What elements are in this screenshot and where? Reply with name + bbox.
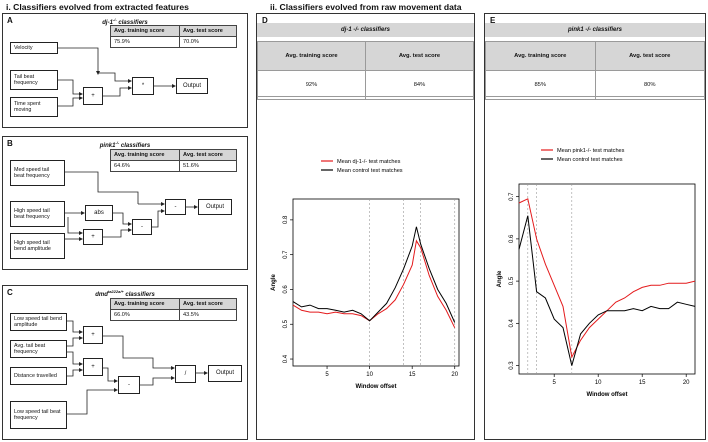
panel-c-title: dmdta222a/+ classifiers	[95, 289, 155, 298]
op-add: +	[83, 87, 103, 105]
x-tick-label: 15	[409, 372, 416, 378]
x-tick-label: 5	[325, 372, 329, 378]
op-abs: abs	[85, 205, 113, 221]
panel-e: E pink1 -/- classifiers Avg. training sc…	[484, 13, 706, 440]
test-score-value: 80%	[594, 70, 705, 100]
x-tick-label: 20	[683, 380, 690, 386]
training-score-header: Avg. training score	[257, 41, 366, 71]
input-high-speed-tail-beat-frequency: High speed tail beat frequency	[10, 201, 65, 227]
plot-frame	[292, 198, 460, 367]
output-box: Output	[208, 365, 242, 382]
y-tick-label: 0.4	[509, 319, 515, 328]
op-add: +	[83, 229, 103, 245]
test-score-value: 51.6%	[179, 160, 237, 172]
panel-d-score-table: Avg. training score Avg. test score 92% 84…	[257, 41, 474, 100]
y-tick-label: 0.6	[509, 234, 515, 243]
input-low-speed-tail-beat-frequency: Low speed tail beat frequency	[10, 401, 67, 429]
input-low-speed-tail-bend-amplitude: Low speed tail bend amplitude	[10, 313, 67, 331]
output-box: Output	[176, 78, 208, 94]
test-score-header: Avg. test score	[594, 41, 705, 71]
op-subtract-outer: -	[165, 199, 186, 215]
x-tick-label: 15	[639, 380, 646, 386]
x-axis-label: Window offset	[587, 392, 628, 398]
panel-e-line-chart: 5 10 15 20 0.3 0.4 0.5 0.6 0.7 Window offset Angle…	[497, 148, 696, 398]
training-score-value: 92%	[257, 70, 366, 100]
panel-b-label: B	[7, 139, 13, 148]
op-subtract: -	[118, 376, 140, 394]
training-score-value: 85%	[485, 70, 596, 100]
series-line-mutant	[518, 198, 696, 359]
y-tick-label: 0.6	[283, 285, 289, 294]
y-tick-label: 0.7	[283, 250, 289, 259]
input-med-speed-tail-beat-frequency: Med speed tail beat frequency	[10, 160, 65, 186]
x-axis-label: Window offset	[356, 384, 397, 390]
panel-a-label: A	[7, 16, 13, 25]
training-score-value: 75.9%	[110, 36, 180, 48]
op-multiply: *	[132, 77, 154, 95]
panel-c: C dmdta222a/+ classifiers Avg. training …	[2, 285, 248, 440]
y-tick-label: 0.3	[509, 361, 515, 370]
test-score-value: 43.5%	[179, 309, 237, 321]
panel-d: D dj-1 -/- classifiers Avg. training sco…	[256, 13, 475, 440]
panel-c-label: C	[7, 288, 13, 297]
x-tick-label: 20	[451, 372, 458, 378]
input-time-spent-moving: Time spent moving	[10, 97, 58, 117]
panel-b-wires	[65, 171, 198, 241]
test-score-value: 84%	[365, 70, 474, 100]
panel-a-score-table: Avg. training score Avg. test score 75.9%…	[110, 25, 237, 48]
y-tick-label: 0.5	[509, 276, 515, 285]
test-score-header: Avg. test score	[179, 298, 237, 310]
panel-c-score-table: Avg. training score Avg. test score 66.0%…	[110, 298, 237, 321]
y-tick-label: 0.5	[283, 319, 289, 328]
panel-b: B pink1-/- classifiers Avg. training sco…	[2, 136, 248, 270]
panel-a-wires	[58, 47, 176, 107]
legend-label: Mean control test matches	[557, 157, 623, 163]
x-tick-label: 10	[366, 372, 373, 378]
x-tick-label: 10	[595, 380, 602, 386]
panel-a: A dj-1-/- classifiers Avg. training scor…	[2, 13, 248, 128]
y-axis-label: Angle	[497, 270, 503, 287]
plot-frame	[518, 183, 696, 375]
input-avg-tail-beat-frequency: Avg. tail beat frequency	[10, 340, 67, 358]
panel-d-title: dj-1 -/- classifiers	[257, 23, 474, 37]
test-score-header: Avg. test score	[365, 41, 474, 71]
op-divide: /	[175, 365, 196, 383]
section-i-title: i. Classifiers evolved from extracted fe…	[6, 2, 189, 12]
series-line-mutant	[292, 239, 456, 328]
test-score-value: 70.0%	[179, 36, 237, 48]
op-add-second: +	[83, 358, 103, 376]
y-tick-label: 0.7	[509, 192, 515, 201]
panel-c-wires	[67, 320, 208, 415]
output-box: Output	[198, 199, 232, 215]
y-axis-label: Angle	[271, 274, 277, 291]
panel-d-line-chart: 5 10 15 20 0.4 0.5 0.6 0.7 0.8 Window offset Angle…	[271, 159, 460, 390]
y-tick-label: 0.4	[283, 354, 289, 363]
panel-a-title: dj-1-/- classifiers	[102, 17, 148, 26]
legend-label: Mean pink1-/- test matches	[557, 148, 625, 154]
training-score-header: Avg. training score	[485, 41, 596, 71]
series-line-control	[292, 226, 456, 323]
section-ii-title: ii. Classifiers evolved from raw movemen…	[270, 2, 462, 12]
input-tail-beat-frequency: Tail beat frequency	[10, 70, 58, 90]
panel-b-score-table: Avg. training score Avg. test score 64.6%…	[110, 149, 237, 172]
panel-e-score-table: Avg. training score Avg. test score 85% 80…	[485, 41, 705, 100]
op-add-first: +	[83, 326, 103, 344]
panel-b-title: pink1-/- classifiers	[99, 140, 151, 149]
series-line-control	[518, 215, 696, 366]
op-subtract-inner: -	[132, 219, 152, 235]
input-velocity: Velocity	[10, 42, 58, 54]
panel-e-label: E	[490, 16, 496, 25]
x-tick-label: 5	[553, 380, 557, 386]
input-distance-travelled: Distance travelled	[10, 367, 67, 385]
panel-d-label: D	[262, 16, 268, 25]
legend-label: Mean control test matches	[337, 168, 403, 174]
panel-e-title: pink1 -/- classifiers	[485, 23, 705, 37]
y-tick-label: 0.8	[283, 215, 289, 224]
legend-label: Mean dj-1-/- test matches	[337, 159, 401, 165]
input-high-speed-tail-bend-amplitude: High speed tail bend amplitude	[10, 233, 65, 259]
